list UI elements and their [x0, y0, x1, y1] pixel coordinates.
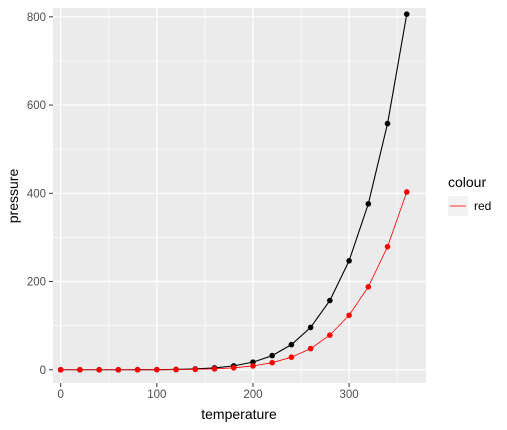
y-tick-label: 600	[27, 100, 46, 112]
series-points	[57, 11, 410, 373]
y-axis-ticks: 0 200 400 600 800	[27, 12, 53, 377]
panel-background	[53, 8, 426, 383]
data-point-default	[403, 11, 410, 17]
data-point-red	[250, 363, 256, 369]
data-point-red	[154, 366, 160, 373]
data-point-default	[307, 324, 314, 331]
data-point-red	[211, 366, 218, 372]
data-point-red	[192, 366, 199, 373]
data-point-red	[269, 359, 275, 366]
legend: colour red	[448, 174, 491, 216]
data-point-red	[346, 312, 352, 319]
data-point-red	[57, 366, 64, 373]
legend-title: colour	[448, 174, 486, 190]
data-point-red	[288, 354, 295, 360]
x-axis-ticks: 0 100 200 300	[57, 383, 359, 401]
data-point-red	[173, 366, 179, 373]
data-point-default	[365, 201, 372, 207]
data-point-red	[403, 189, 410, 195]
data-point-red	[134, 366, 141, 373]
legend-label-red: red	[474, 199, 491, 213]
data-point-red	[77, 366, 83, 373]
x-axis-title: temperature	[201, 406, 277, 422]
data-point-red	[384, 243, 391, 250]
y-tick-label: 400	[27, 188, 46, 200]
data-point-red	[96, 366, 102, 373]
y-tick-label: 800	[27, 12, 46, 24]
data-point-red	[327, 332, 333, 338]
grid-lines	[53, 8, 426, 383]
x-tick-label: 100	[147, 389, 166, 401]
data-point-default	[288, 341, 295, 348]
data-point-default	[269, 352, 275, 359]
x-tick-label: 0	[57, 389, 63, 401]
data-point-default	[327, 297, 333, 304]
data-point-default	[346, 257, 352, 264]
x-tick-label: 300	[339, 389, 358, 401]
data-point-red	[365, 284, 372, 290]
x-tick-label: 200	[243, 389, 262, 401]
data-point-red	[230, 365, 237, 371]
y-tick-label: 200	[27, 277, 46, 289]
data-point-default	[384, 120, 391, 127]
y-tick-label: 0	[40, 365, 46, 377]
data-point-red	[115, 366, 122, 373]
y-axis-title: pressure	[5, 169, 21, 224]
data-point-red	[307, 345, 314, 352]
